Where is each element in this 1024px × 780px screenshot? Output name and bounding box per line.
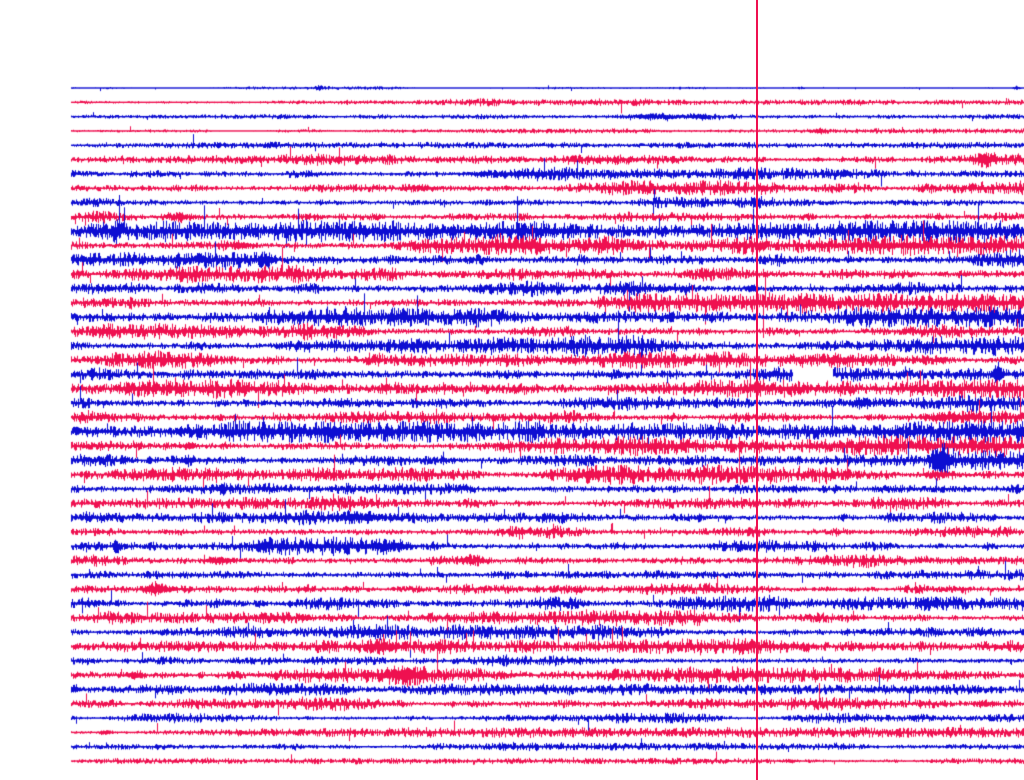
time-cursor-line <box>755 0 758 780</box>
